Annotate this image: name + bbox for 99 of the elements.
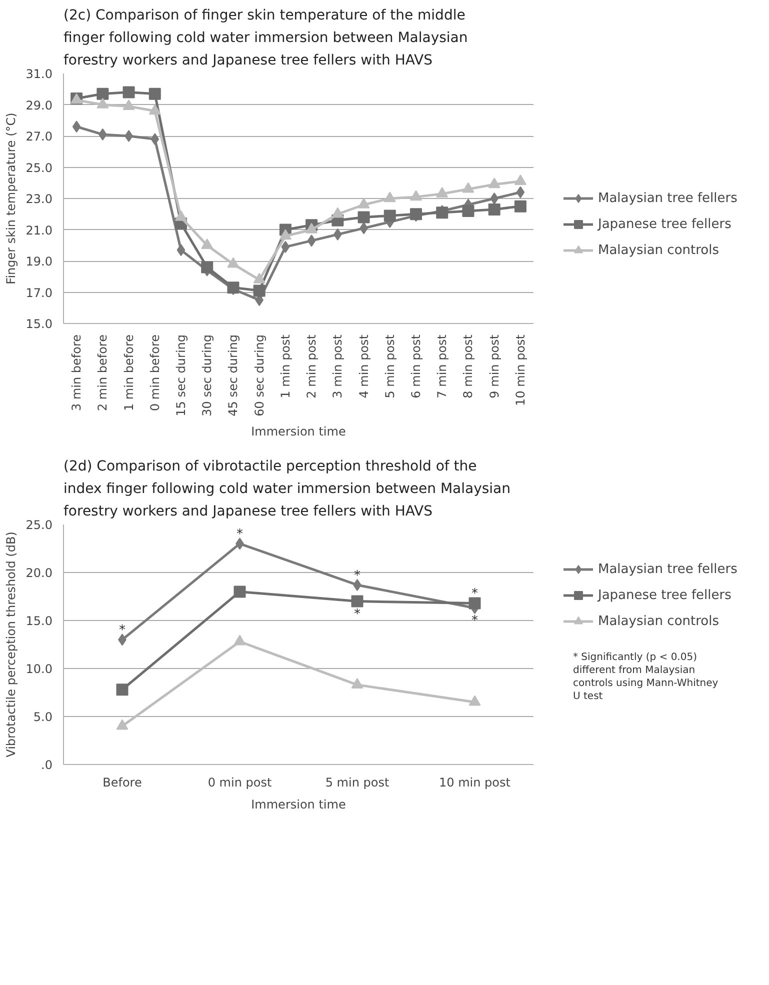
legend-label: Malaysian tree fellers [598,562,738,576]
x-tick-label: 2 min before [96,334,110,412]
legend-label: Japanese tree fellers [598,588,732,602]
x-tick-label: 3 min post [330,334,345,398]
y-tick-label: 29.0 [26,98,52,112]
point [306,222,318,234]
y-tick-label: 15.0 [26,317,52,331]
point [351,678,364,688]
x-tick-label: 3 min before [70,334,84,412]
x-axis-title: Immersion time [251,424,346,438]
x-tick-label: 15 sec during [174,334,188,416]
annotation: * [472,586,478,602]
point [253,272,266,284]
y-tick-label: .0 [41,758,53,772]
point [468,695,481,706]
y-tick-label: 5.0 [33,710,53,724]
x-tick-label: 60 sec during [252,334,266,416]
x-tick-label: 2 min post [304,334,319,398]
point [122,99,135,110]
point [253,284,266,297]
point [96,88,109,100]
y-tick-label: 17.0 [26,286,52,300]
point [514,174,526,185]
annotation: * [354,568,361,584]
point [148,88,161,100]
legend-label: Malaysian tree fellers [598,190,738,206]
y-tick-label: 25.0 [26,160,52,175]
x-tick-label: 7 min post [435,334,450,398]
x-tick-label: 30 sec during [200,334,214,416]
point [488,178,500,188]
point [234,634,246,646]
y-tick-label: 10.0 [26,662,52,676]
x-tick-label: 1 min before [122,334,136,412]
y-tick-label: 25.0 [26,518,52,532]
y-axis-title: Finger skin temperature (°C) [4,112,18,284]
point [307,234,316,247]
point [150,133,160,146]
point [462,182,474,193]
point [358,211,370,224]
x-tick-label: 9 min post [487,334,502,398]
x-tick-label: 0 min before [148,334,162,412]
annotation: * [472,614,478,629]
point [281,240,290,253]
point [148,104,161,115]
point [384,192,396,202]
annotation: * [119,623,126,638]
y-tick-label: 21.0 [26,223,52,238]
y-tick-label: 19.0 [26,254,52,268]
point [490,192,498,204]
y-axis-title: Vibrotactile perception threshold (dB) [4,532,18,758]
chart-title: (2d) Comparison of vibrotactile perception threshold of the index finger following cold water immersion between Malaysian forestry workers and Japanese tree fellers with HAVS [64,458,511,520]
x-tick-label: 8 min post [461,334,476,398]
y-tick-label: 31.0 [26,67,52,81]
x-tick-label: 5 min post [325,776,390,790]
point [462,205,474,217]
x-tick-label: 4 min post [356,334,371,398]
point [468,597,481,610]
point [176,244,186,256]
y-tick-label: 15.0 [26,614,52,628]
chart-title: (2c) Comparison of finger skin temperature of the middle finger following cold water immersion between Malaysian forestry workers and Japanese tree fellers with HAVS [64,8,468,68]
point [201,238,214,250]
x-tick-label: 5 min post [382,334,397,398]
point [279,229,292,240]
point [201,261,214,274]
legend-label: Malaysian controls [598,614,720,628]
point [72,120,81,133]
x-tick-label: Before [102,776,142,790]
point [234,586,246,598]
point [358,198,370,208]
point [488,203,500,216]
point [116,719,128,730]
x-tick-label: 10 min post [513,334,528,406]
legend-label: Malaysian controls [598,242,720,258]
y-tick-label: 20.0 [26,566,52,580]
point [514,200,526,212]
point [122,86,135,98]
annotation: * [354,606,361,622]
x-tick-label: 1 min post [278,334,292,398]
x-tick-label: 6 min post [409,334,423,398]
point [227,257,240,268]
point [516,186,525,198]
point [351,595,364,608]
point [332,207,344,218]
point [436,186,448,198]
point [116,684,128,696]
annotation: * [236,527,244,542]
legend-label: Japanese tree fellers [598,216,732,232]
point [96,98,109,108]
x-axis-title: Immersion time [251,798,346,812]
x-tick-label: 45 sec during [226,334,240,416]
text: * Significantly (p < 0.05) different from Malaysian controls using Mann-Whitney U test [573,651,720,703]
point [124,130,133,142]
x-tick-label: 0 min post [208,776,272,790]
x-tick-label: 10 min post [439,776,511,790]
y-tick-label: 23.0 [26,192,52,206]
point [384,210,396,222]
point [175,210,187,221]
y-tick-label: 27.0 [26,130,52,144]
point [410,190,422,201]
